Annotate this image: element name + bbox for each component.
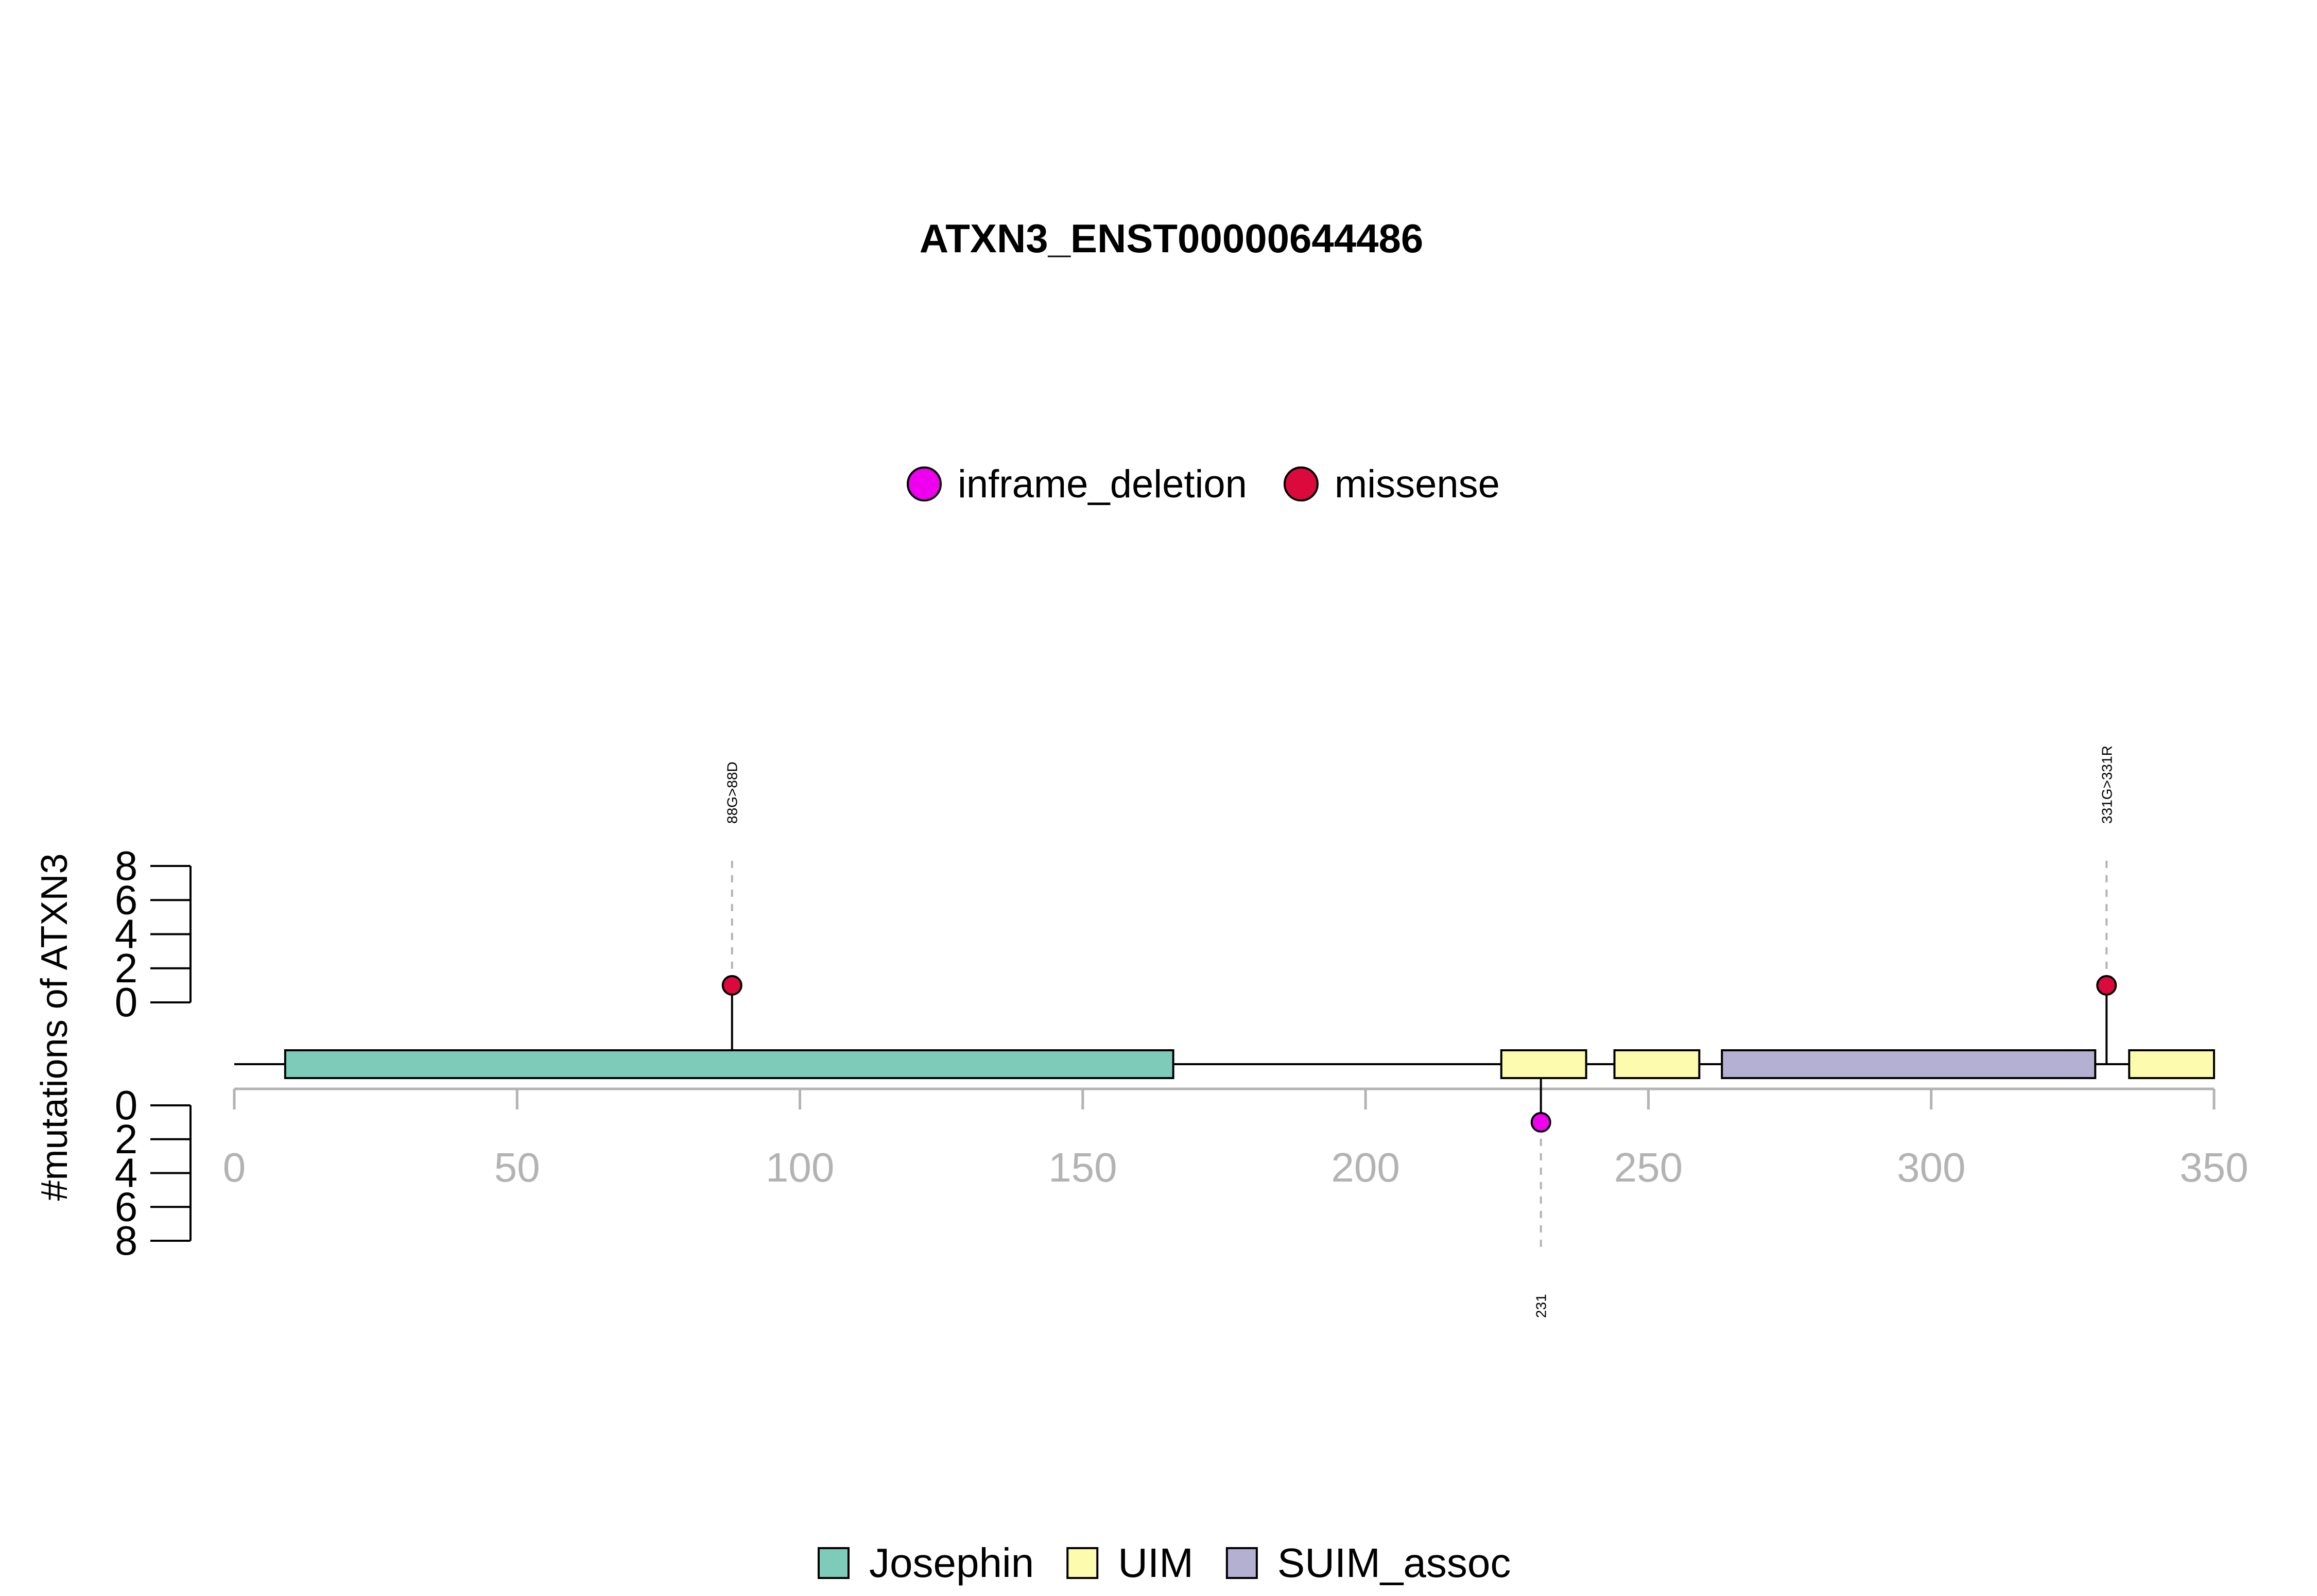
upper-y-tick-label: 8 (115, 843, 138, 889)
x-tick-label: 50 (494, 1144, 540, 1190)
lower-y-tick-label: 4 (115, 1150, 138, 1196)
x-tick-label: 350 (2180, 1144, 2248, 1190)
upper-y-tick-label: 0 (115, 979, 138, 1025)
domain-uim (1613, 1049, 1701, 1079)
protein-domains (284, 1049, 2216, 1079)
domain-legend: Josephin UIM SUIM_assoc (818, 1540, 1511, 1586)
legend-label-missense: missense (1335, 462, 1500, 506)
mutation-head-inframe-deletion (1530, 1112, 1551, 1133)
legend-label-inframe-deletion: inframe_deletion (958, 462, 1247, 506)
lower-y-tick-label: 0 (115, 1082, 138, 1128)
mutation-head-missense (2096, 975, 2117, 996)
mutation-lollipops: 88G>88D 331G>331R 231 (721, 745, 2117, 1318)
mutation-head-missense (721, 975, 742, 996)
lower-y-tick-label: 2 (115, 1116, 138, 1162)
mutation-label: 231 (1533, 1294, 1549, 1318)
legend-label-josephin: Josephin (869, 1540, 1034, 1586)
legend-marker-inframe-deletion (907, 466, 942, 501)
lower-y-tick-label: 6 (115, 1184, 138, 1229)
x-tick-label: 300 (1897, 1144, 1965, 1190)
x-tick-label: 0 (223, 1144, 246, 1190)
x-tick-label: 250 (1614, 1144, 1683, 1190)
upper-y-tick-label: 2 (115, 945, 138, 991)
y-axis-label: #mutations of ATXN3 (34, 854, 75, 1201)
domain-uim (2128, 1049, 2216, 1079)
lower-y-tick-label: 8 (115, 1218, 138, 1263)
x-axis: 0 50 100 150 200 250 300 350 (223, 1087, 2249, 1190)
legend-marker-missense (1283, 466, 1319, 501)
legend-swatch-uim (1066, 1547, 1099, 1579)
x-tick-label: 100 (766, 1144, 834, 1190)
legend-swatch-suim-assoc (1225, 1547, 1258, 1579)
mutation-legend: inframe_deletion missense (907, 462, 1500, 506)
legend-label-suim-assoc: SUIM_assoc (1277, 1540, 1511, 1586)
domain-suim-assoc (1721, 1049, 2097, 1079)
upper-y-tick-label: 4 (115, 911, 138, 957)
upper-y-tick-label: 6 (115, 877, 138, 923)
domain-josephin (284, 1049, 1174, 1079)
mutation-label: 88G>88D (724, 761, 740, 824)
domain-uim (1500, 1049, 1587, 1079)
x-tick-label: 150 (1048, 1144, 1117, 1190)
chart-title: ATXN3_ENST00000644486 (920, 216, 1424, 261)
legend-label-uim: UIM (1118, 1540, 1194, 1586)
x-tick-label: 200 (1331, 1144, 1399, 1190)
legend-swatch-josephin (818, 1547, 850, 1579)
mutation-label: 331G>331R (2099, 745, 2115, 824)
